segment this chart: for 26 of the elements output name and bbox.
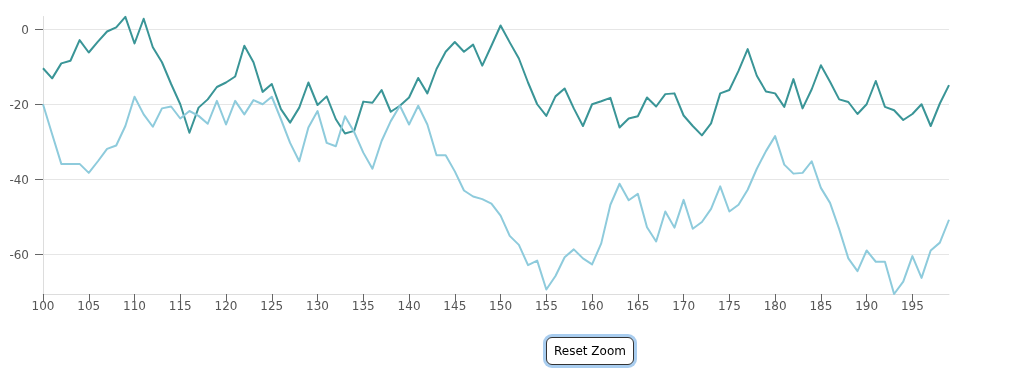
x-tick-label: 155 — [534, 299, 558, 313]
x-tick-label: 170 — [672, 299, 696, 313]
reset-zoom-button[interactable]: Reset Zoom — [546, 337, 634, 365]
x-tick-label: 135 — [351, 299, 375, 313]
x-tick-label: 185 — [809, 299, 833, 313]
y-tick-label: -60 — [9, 247, 29, 262]
x-tick-label: 105 — [77, 299, 101, 313]
y-tick-label: -40 — [9, 172, 29, 187]
x-tick-label: 165 — [626, 299, 650, 313]
x-tick-label: 115 — [168, 299, 192, 313]
x-tick-label: 130 — [306, 299, 329, 313]
line-series — [42, 15, 950, 137]
x-tick-label: 195 — [900, 299, 924, 313]
x-tick-label: 175 — [717, 299, 741, 313]
x-tick-label: 120 — [214, 299, 238, 313]
x-tick-label: 180 — [763, 299, 787, 313]
x-tick-label: 140 — [397, 299, 421, 313]
x-tick-label: 190 — [855, 299, 879, 313]
x-tick-label: 110 — [123, 299, 146, 313]
x-tick-label: 150 — [489, 299, 513, 313]
x-tick-label: 100 — [31, 299, 55, 313]
x-tick-label: 125 — [260, 299, 284, 313]
x-tick-label: 145 — [443, 299, 467, 313]
y-tick-label: -20 — [9, 97, 29, 112]
x-tick-label: 160 — [580, 299, 604, 313]
y-tick-label: 0 — [21, 22, 29, 37]
